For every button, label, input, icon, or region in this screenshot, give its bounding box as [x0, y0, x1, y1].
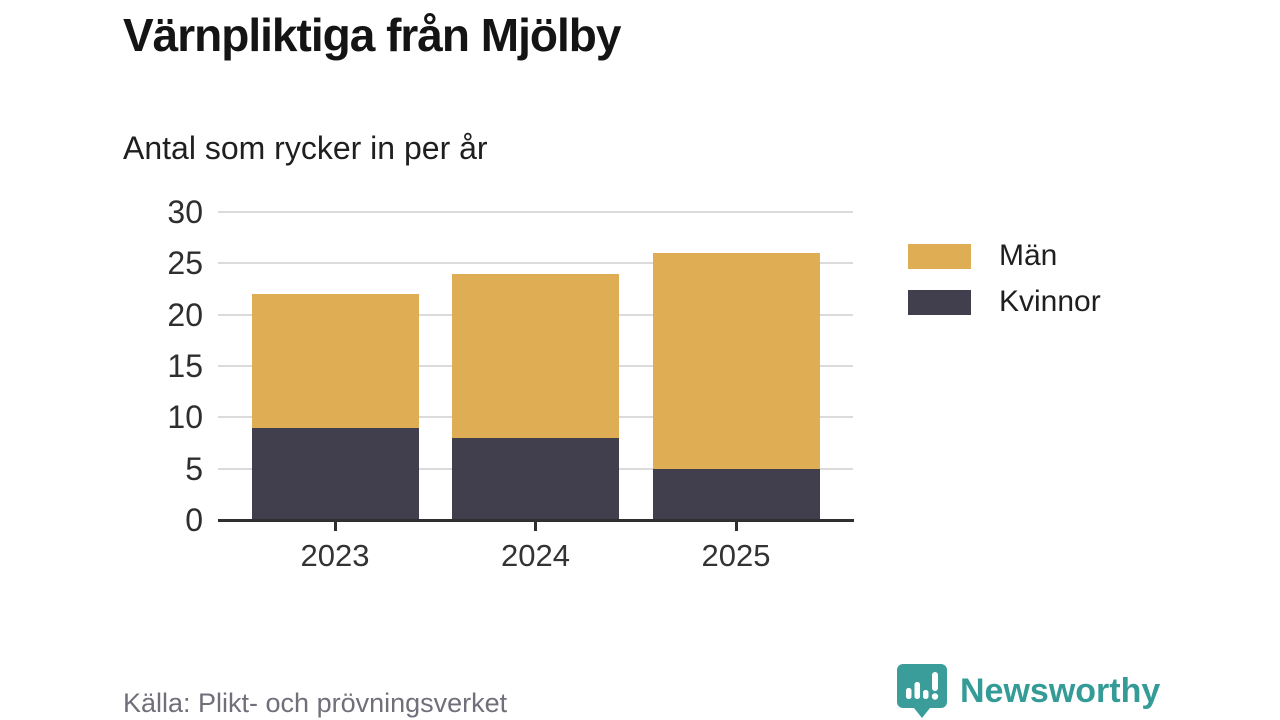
chart-subtitle: Antal som rycker in per år: [123, 130, 488, 166]
chart-legend: Män Kvinnor: [908, 239, 1101, 335]
y-tick-label-0: 0: [185, 502, 203, 538]
legend-swatch-män: [908, 243, 971, 269]
bar-2024-kvinnor: [452, 437, 619, 520]
gridline-y-30: [218, 211, 853, 213]
bar-2023-män: [251, 294, 419, 428]
legend-item-män: Män: [908, 239, 1101, 272]
source-note: Källa: Plikt- och prövningsverket: [123, 688, 508, 718]
plot-area: [218, 211, 853, 520]
y-tick-label-20: 20: [167, 296, 203, 333]
bar-2025-män: [652, 253, 820, 469]
y-tick-label-15: 15: [167, 348, 203, 384]
y-tick-label-30: 30: [167, 194, 203, 230]
y-tick-label-25: 25: [167, 245, 203, 282]
gridline-y-25: [218, 262, 853, 265]
legend-swatch-kvinnor: [908, 289, 971, 315]
x-tick-2024: [534, 522, 537, 531]
x-tick-label-2025: 2025: [701, 538, 771, 573]
bar-2024-män: [452, 273, 619, 438]
legend-label-män: Män: [999, 239, 1058, 272]
x-tick-label-2024: 2024: [501, 538, 570, 573]
newsworthy-logo: Newsworthy: [896, 663, 1160, 719]
bar-2025-kvinnor: [652, 468, 820, 520]
legend-item-kvinnor: Kvinnor: [908, 285, 1101, 318]
newsworthy-logo-icon: [897, 664, 947, 718]
bar-2023-kvinnor: [251, 427, 419, 520]
y-tick-label-5: 5: [185, 450, 203, 487]
y-tick-label-10: 10: [167, 399, 203, 436]
x-tick-2023: [333, 522, 337, 531]
legend-label-kvinnor: Kvinnor: [999, 285, 1101, 318]
x-tick-2025: [734, 522, 738, 531]
x-tick-label-2023: 2023: [300, 538, 370, 573]
chart-title: Värnpliktiga från Mjölby: [123, 9, 621, 61]
newsworthy-logo-text: Newsworthy: [960, 671, 1161, 710]
x-axis-line: [218, 519, 854, 522]
